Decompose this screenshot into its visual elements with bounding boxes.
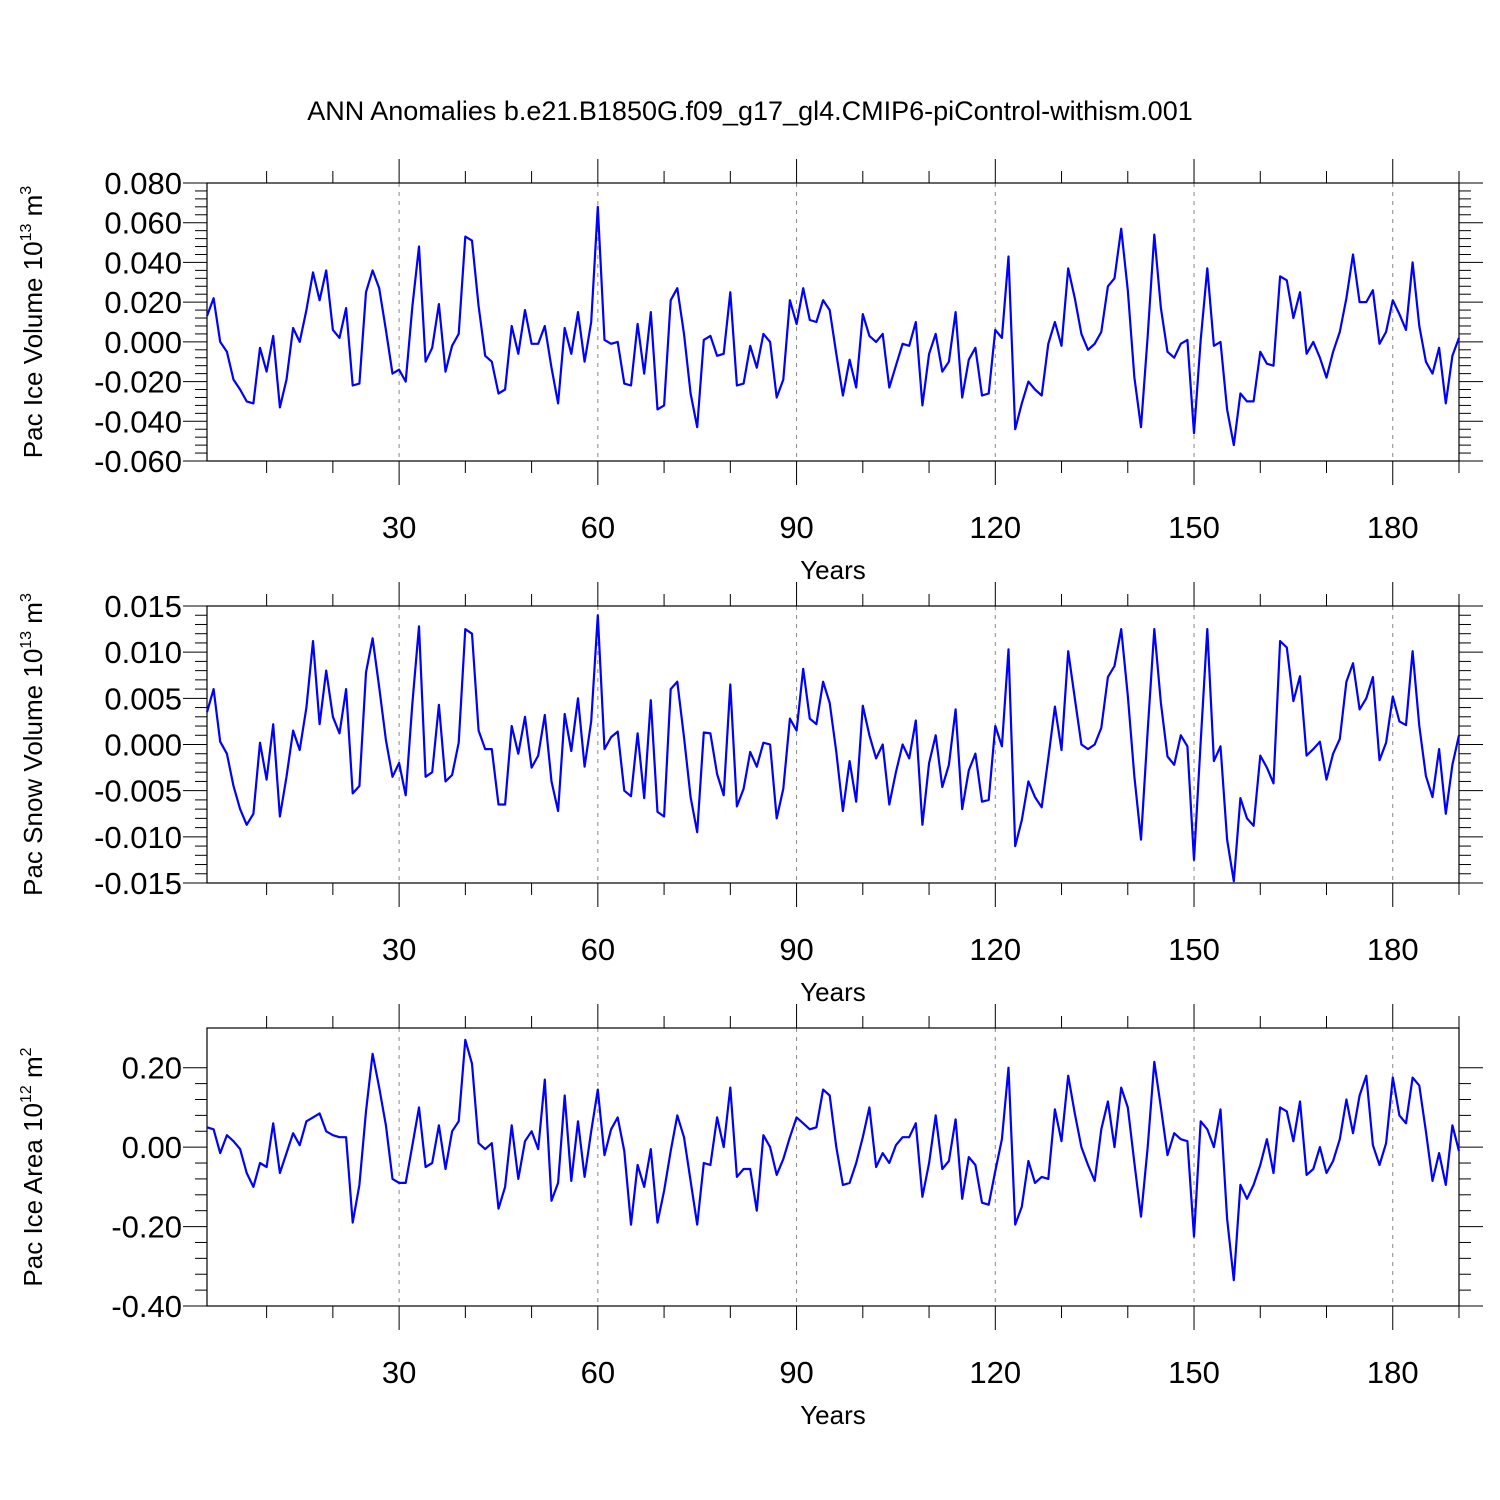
panels: -0.060 -0.040 -0.020 0.000 0.020 0.040 0.060 0.… (18, 159, 1483, 1430)
xtick-label: 120 (969, 510, 1021, 545)
y-axis-title: Pac Ice Area 1012 m2 (18, 1047, 48, 1286)
ytick-label: 0.005 (104, 681, 182, 716)
y-axis-title-text: Pac Ice Volume 10 (18, 241, 48, 458)
ytick-label: -0.020 (94, 365, 182, 400)
xtick-label: 60 (581, 510, 615, 545)
ytick-label: 0.080 (104, 166, 182, 201)
xtick-label: 120 (969, 1355, 1021, 1390)
ytick-label: 0.020 (104, 285, 182, 320)
y-axis-title-superscript: 13 (18, 223, 35, 241)
series-line-snow-volume (205, 614, 1461, 883)
y-axis-title-superscript: 3 (18, 593, 35, 602)
panel-ice-area: -0.40 -0.20 0.00 0.20 30 60 90 120 150 180 Years Pa… (18, 1004, 1483, 1430)
y-axis-title-text: Pac Ice Area 10 (18, 1103, 48, 1287)
plot-frame (206, 605, 1460, 884)
xtick-label: 90 (779, 510, 813, 545)
ytick-label: -0.005 (94, 774, 182, 809)
xtick-label: 180 (1367, 510, 1419, 545)
ytick-label: 0.040 (104, 245, 182, 280)
y-axis-title: Pac Ice Volume 1013 m3 (18, 186, 48, 459)
xtick-label: 120 (969, 932, 1021, 967)
xtick-label: 180 (1367, 1355, 1419, 1390)
xtick-label: 180 (1367, 932, 1419, 967)
y-axis-title-text: m (18, 602, 48, 631)
xtick-label: 60 (581, 1355, 615, 1390)
x-axis-title: Years (800, 1400, 866, 1430)
xtick-label: 30 (382, 1355, 416, 1390)
xtick-label: 30 (382, 932, 416, 967)
series-line-ice-area (206, 1038, 1461, 1282)
x-axis-title: Years (800, 977, 866, 1007)
y-axis-title-superscript: 12 (18, 1085, 35, 1103)
plot-frame (206, 182, 1460, 462)
x-axis-title: Years (800, 555, 866, 585)
ytick-label: 0.015 (104, 589, 182, 624)
xtick-label: 150 (1168, 510, 1220, 545)
xtick-label: 60 (581, 932, 615, 967)
y-axis-title-text: m (18, 195, 48, 224)
ytick-label: 0.20 (122, 1051, 182, 1086)
y-axis-title-text: Pac Snow Volume 10 (18, 649, 48, 896)
y-axis-title-superscript: 2 (18, 1047, 35, 1056)
plot-frame (206, 1027, 1460, 1307)
y-axis-title-superscript: 13 (18, 631, 35, 649)
panel-snow-volume: -0.015 -0.010 -0.005 0.000 0.005 0.010 0.015 30… (18, 582, 1483, 1007)
xtick-label: 90 (779, 1355, 813, 1390)
ytick-label: 0.000 (104, 728, 182, 763)
ytick-label: -0.015 (94, 866, 182, 901)
ytick-label: -0.40 (111, 1289, 182, 1324)
xtick-label: 150 (1168, 1355, 1220, 1390)
ytick-label: 0.060 (104, 206, 182, 241)
panel-ice-volume: -0.060 -0.040 -0.020 0.000 0.020 0.040 0.060 0.… (18, 159, 1483, 585)
y-axis-title: Pac Snow Volume 1013 m3 (18, 593, 48, 896)
ytick-label: -0.060 (94, 444, 182, 479)
ytick-label: -0.010 (94, 820, 182, 855)
ytick-label: 0.010 (104, 635, 182, 670)
chart-title: ANN Anomalies b.e21.B1850G.f09_g17_gl4.C… (307, 96, 1192, 126)
xtick-label: 150 (1168, 932, 1220, 967)
y-axis-title-superscript: 3 (18, 186, 35, 195)
series-line-ice-volume (205, 205, 1461, 447)
ytick-label: 0.00 (122, 1130, 182, 1165)
xtick-label: 90 (779, 932, 813, 967)
xtick-label: 30 (382, 510, 416, 545)
ytick-label: 0.000 (104, 325, 182, 360)
ytick-label: -0.20 (111, 1210, 182, 1245)
ytick-label: -0.040 (94, 404, 182, 439)
y-axis-title-text: m (18, 1056, 48, 1085)
